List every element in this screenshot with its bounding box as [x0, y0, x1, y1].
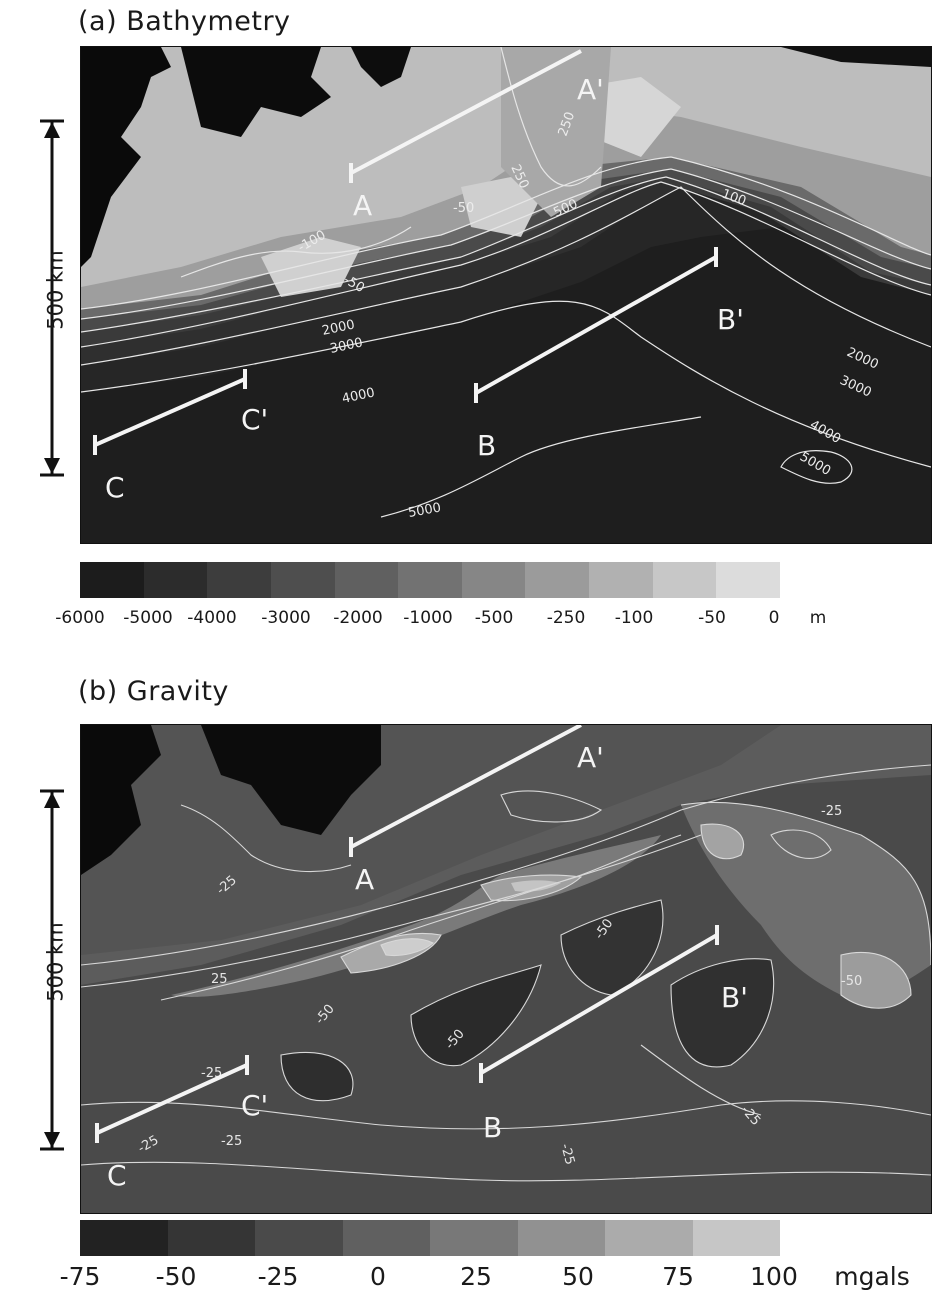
colorbar-swatch [517, 1220, 605, 1256]
colorbar-swatch [207, 562, 271, 598]
profile-label-b: B [483, 1111, 502, 1144]
gravity-panel-title: (b) Gravity [78, 676, 229, 707]
contour-label: -50 [841, 974, 862, 989]
bathymetry-scale-bar: 500 km [20, 118, 80, 478]
gravity-colorbar [80, 1220, 780, 1256]
colorbar-unit: mgals [834, 1262, 910, 1291]
colorbar-swatch [270, 562, 335, 598]
profile-label-a: A [353, 189, 372, 222]
colorbar-tick: -100 [614, 608, 654, 628]
scale-label: 500 km [43, 922, 68, 1002]
colorbar-tick: 0 [370, 1262, 386, 1291]
colorbar-swatch [80, 562, 144, 598]
contour-label: -25 [221, 1134, 242, 1149]
profile-line-a [350, 725, 582, 849]
colorbar-swatch [525, 562, 590, 598]
colorbar-tick: 100 [750, 1262, 798, 1291]
colorbar-swatch [167, 1220, 255, 1256]
profile-line-b [479, 933, 719, 1075]
contour-label: 5000 [407, 500, 442, 521]
profile-label-b-prime: B' [717, 303, 744, 336]
colorbar-tick: -25 [257, 1262, 299, 1291]
profile-label-c-prime: C' [241, 403, 268, 436]
colorbar-tick: -3000 [261, 608, 311, 628]
profile-label-c-prime: C' [241, 1089, 268, 1122]
contour-label: 4000 [341, 385, 376, 407]
colorbar-swatch [605, 1220, 693, 1256]
colorbar-swatch [461, 562, 526, 598]
colorbar-tick: 25 [460, 1262, 492, 1291]
gravity-colorbar-ticks: -75 -50 -25 0 25 50 75 100 mgals [0, 1262, 938, 1292]
scale-label: 500 km [43, 250, 68, 330]
colorbar-swatch [589, 562, 653, 598]
colorbar-tick: -6000 [55, 608, 105, 628]
gravity-map-svg: -25 -25 -25 -50 -50 -25 -25 -25 -25 -50 … [81, 725, 931, 1213]
colorbar-tick: 0 [768, 608, 780, 628]
profile-line-b [475, 255, 717, 395]
contour-label: 25 [211, 972, 228, 987]
colorbar-swatch [430, 1220, 518, 1256]
profile-label-a-prime: A' [577, 73, 604, 106]
colorbar-swatch [80, 1220, 168, 1256]
colorbar-swatch [398, 562, 462, 598]
contour-label: 2000 [321, 317, 356, 339]
profile-line-c [94, 377, 246, 447]
profile-label-c: C [107, 1159, 127, 1192]
colorbar-unit: m [809, 608, 827, 628]
bathymetry-colorbar [80, 562, 781, 598]
profile-label-b: B [477, 429, 496, 462]
scale-bar-arrow-icon [40, 789, 64, 1151]
colorbar-swatch [342, 1220, 430, 1256]
colorbar-swatch [143, 562, 208, 598]
profile-label-c: C [105, 471, 125, 504]
colorbar-swatch [255, 1220, 343, 1256]
colorbar-swatch [716, 562, 781, 598]
gravity-map: -25 -25 -25 -50 -50 -25 -25 -25 -25 -50 … [80, 724, 932, 1214]
profile-label-a-prime: A' [577, 741, 604, 774]
bathymetry-panel-title: (a) Bathymetry [78, 6, 291, 37]
colorbar-tick: -5000 [123, 608, 173, 628]
contour-label: -50 [453, 201, 474, 216]
bathymetry-map-svg: 250 250 100 500 -50 -100 -50 2000 3000 4… [81, 47, 931, 543]
colorbar-tick: -250 [546, 608, 586, 628]
profile-line-c [96, 1063, 248, 1135]
profile-label-a: A [355, 863, 374, 896]
contour-label: -25 [557, 1142, 577, 1166]
bathymetry-map: 250 250 100 500 -50 -100 -50 2000 3000 4… [80, 46, 932, 544]
profile-label-b-prime: B' [721, 981, 748, 1014]
colorbar-tick: -50 [155, 1262, 197, 1291]
colorbar-tick: 75 [662, 1262, 694, 1291]
contour-label: 3000 [329, 335, 364, 357]
colorbar-swatch [652, 562, 717, 598]
colorbar-tick: -2000 [333, 608, 383, 628]
profile-line-a [350, 49, 582, 175]
colorbar-tick: -500 [474, 608, 514, 628]
contour-label: -25 [821, 804, 842, 819]
colorbar-swatch [334, 562, 399, 598]
colorbar-tick: 50 [562, 1262, 594, 1291]
bathymetry-colorbar-ticks: -6000 -5000 -4000 -3000 -2000 -1000 -500… [0, 608, 938, 638]
colorbar-tick: -1000 [403, 608, 453, 628]
colorbar-tick: -4000 [187, 608, 237, 628]
colorbar-swatch [692, 1220, 780, 1256]
scale-bar-arrow-icon [40, 119, 64, 477]
colorbar-tick: -50 [698, 608, 726, 628]
colorbar-tick: -75 [59, 1262, 101, 1291]
gravity-scale-bar: 500 km [20, 788, 80, 1152]
